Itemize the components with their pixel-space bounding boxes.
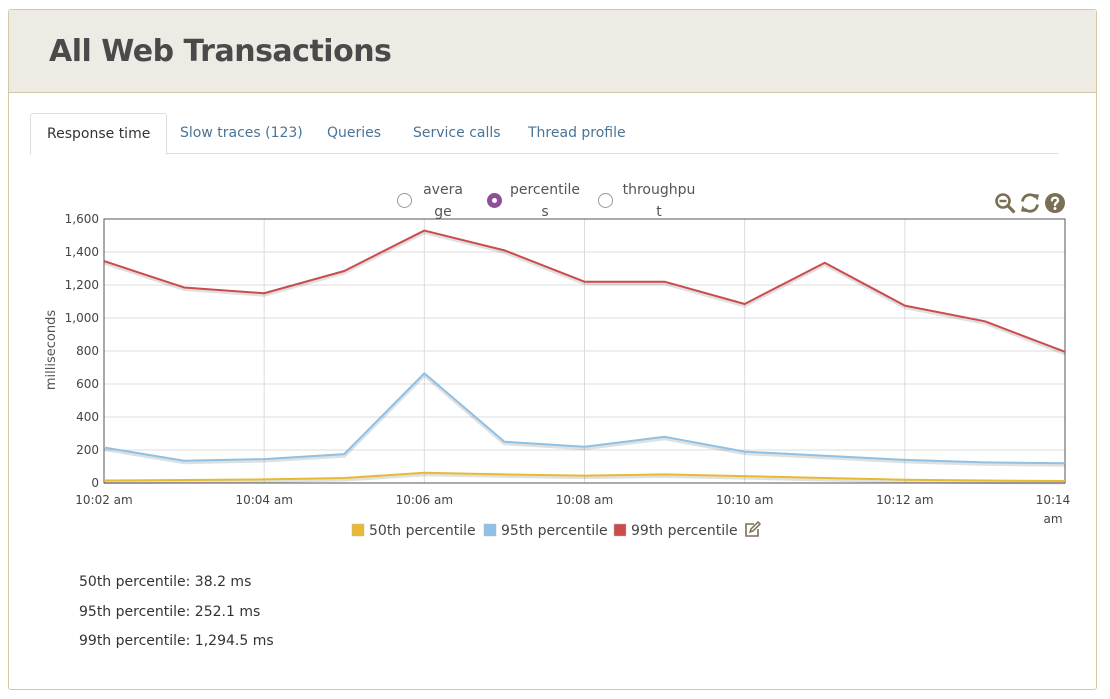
y-tick-label: 600 [76, 377, 99, 391]
x-tick-label: 10:06 am [396, 493, 453, 507]
radio-throughput-label[interactable]: throughput [622, 182, 696, 220]
help-icon[interactable] [1044, 192, 1066, 214]
y-tick-label: 400 [76, 410, 99, 424]
y-tick-label: 0 [91, 476, 99, 490]
x-tick-label: 10:08 am [556, 493, 613, 507]
legend-item-95th-percentile-swatch[interactable] [483, 523, 497, 537]
legend-item-95th-percentile[interactable]: 95th percentile [501, 523, 608, 539]
summary-stats: 50th percentile: 38.2 ms 95th percentile… [79, 572, 274, 661]
radio-average-circle[interactable] [397, 193, 412, 208]
series-line-50th-percentile [103, 471, 1066, 483]
legend-item-99th-percentile[interactable]: 99th percentile [631, 523, 738, 539]
zoom-out-icon[interactable] [994, 192, 1016, 214]
tab-queries[interactable]: Queries [327, 125, 382, 141]
x-tick-label: 10:10 am [716, 493, 773, 507]
series-line-99th-percentile [103, 229, 1066, 353]
tab-thread-profile[interactable]: Thread profile [528, 125, 626, 141]
tab-response-time[interactable]: Response time [30, 113, 168, 155]
y-axis-label: milliseconds [44, 310, 59, 390]
summary-p50: 50th percentile: 38.2 ms [79, 574, 252, 590]
x-tick-label: 10:12 am [876, 493, 933, 507]
x-tick-label: 10:14 am [1036, 493, 1071, 526]
series-line-95th-percentile-shadow [103, 372, 1066, 467]
tab-bar: Response time Slow traces (123) Queries … [30, 113, 1058, 155]
tab-service-calls[interactable]: Service calls [413, 125, 501, 141]
x-tick-label: 10:04 am [235, 493, 292, 507]
response-time-chart: milliseconds 0 200 400 600 800 1,000 1,200 1,40… [44, 212, 1071, 539]
series-line-95th-percentile [103, 372, 1066, 465]
y-tick-label: 1,600 [65, 212, 99, 226]
legend-item-99th-percentile-swatch[interactable] [613, 523, 627, 537]
panel-header: All Web Transactions [9, 10, 1096, 93]
radio-throughput-circle[interactable] [598, 193, 613, 208]
summary-p99: 99th percentile: 1,294.5 ms [79, 633, 274, 649]
y-tick-label: 1,200 [65, 278, 99, 292]
y-tick-label: 200 [76, 443, 99, 457]
x-tick-label: 10:02 am [75, 493, 132, 507]
radio-percentiles-label[interactable]: percentiles [509, 182, 580, 220]
series-line-99th-percentile-shadow [103, 229, 1066, 356]
tab-slow-traces[interactable]: Slow traces (123) [180, 125, 303, 141]
legend-item-50th-percentile[interactable]: 50th percentile [369, 523, 476, 539]
y-tick-label: 1,000 [65, 311, 99, 325]
edit-legend-icon[interactable] [745, 520, 762, 537]
radio-average-label[interactable]: average [423, 182, 463, 220]
summary-p95: 95th percentile: 252.1 ms [79, 603, 261, 620]
y-tick-label: 1,400 [65, 245, 99, 259]
radio-percentiles-circle[interactable] [487, 193, 502, 208]
y-tick-label: 800 [76, 344, 99, 358]
page-title: All Web Transactions [49, 34, 392, 69]
refresh-icon[interactable] [1019, 192, 1041, 214]
legend-item-50th-percentile-swatch[interactable] [351, 523, 365, 537]
series-line-50th-percentile-shadow [103, 472, 1066, 485]
